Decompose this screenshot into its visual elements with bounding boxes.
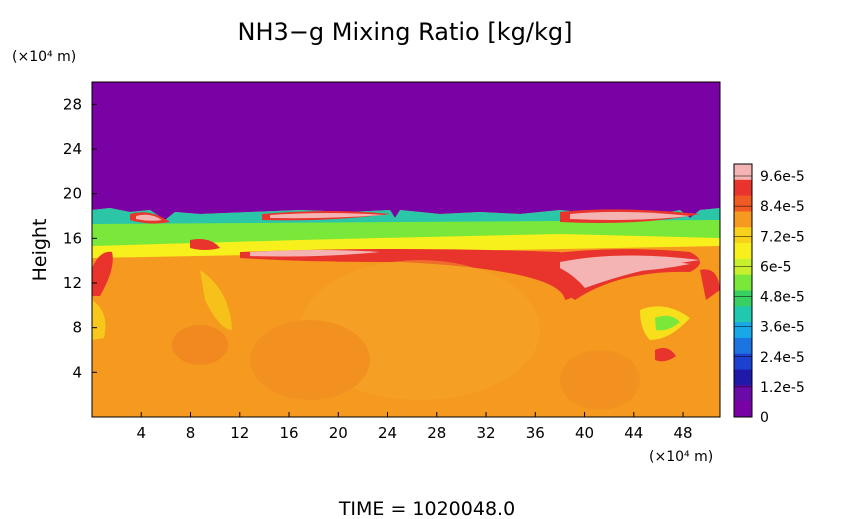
- time-label: TIME = 1020048.0: [338, 498, 515, 519]
- y-tick-label: 8: [72, 319, 82, 337]
- x-tick-label: 16: [279, 424, 298, 442]
- x-tick-label: 44: [624, 424, 643, 442]
- y-axis: 4 8 12 16 20 24 28: [63, 95, 97, 381]
- y-tick-label: 20: [63, 185, 82, 203]
- heatmap-plot: [91, 81, 721, 418]
- colorbar-swatch: [734, 385, 752, 402]
- y-tick-label: 24: [63, 140, 82, 158]
- colorbar-swatch: [734, 227, 752, 244]
- x-unit-label: (×10⁴ m): [649, 449, 713, 465]
- x-tick-label: 8: [186, 424, 196, 442]
- colorbar-swatch: [734, 243, 752, 260]
- x-tick-label: 36: [526, 424, 545, 442]
- y-tick-label: 4: [72, 363, 82, 381]
- x-tick-label: 40: [575, 424, 594, 442]
- x-tick-label: 48: [674, 424, 693, 442]
- y-tick-label: 16: [63, 229, 82, 247]
- colorbar-swatch: [734, 306, 752, 323]
- colorbar-swatch: [734, 164, 752, 181]
- colorbar-swatch: [734, 401, 752, 418]
- colorbar-swatch: [734, 322, 752, 339]
- colorbar: 9.6e-5 8.4e-5 7.2e-5 6e-5 4.8e-5 3.6e-5 2.4e-5…: [733, 163, 805, 426]
- upper-region: [92, 82, 720, 220]
- colorbar-swatch: [734, 369, 752, 386]
- chart-title: NH3−g Mixing Ratio [kg/kg]: [238, 18, 573, 46]
- x-tick-label: 28: [427, 424, 446, 442]
- colorbar-label: 0: [760, 410, 769, 426]
- x-axis: 4 8 12 16 20 24 28 32 36 40 44 48: [136, 412, 693, 442]
- colorbar-label: 9.6e-5: [760, 169, 805, 185]
- green-band: [92, 220, 720, 248]
- plot-frame: [91, 81, 721, 418]
- colorbar-label: 2.4e-5: [760, 350, 805, 366]
- y-tick-label: 12: [63, 274, 82, 292]
- x-tick-label: 24: [378, 424, 397, 442]
- colorbar-swatch: [734, 258, 752, 276]
- y-axis-title: Height: [29, 219, 51, 282]
- colorbar-swatch: [734, 353, 752, 371]
- colorbar-label: 8.4e-5: [760, 199, 805, 215]
- x-tick-label: 20: [329, 424, 348, 442]
- colorbar-label: 1.2e-5: [760, 380, 805, 396]
- colorbar-swatch: [734, 195, 752, 212]
- y-tick-label: 28: [63, 95, 82, 113]
- colorbar-label: 3.6e-5: [760, 320, 805, 336]
- colorbar-swatch: [734, 274, 752, 291]
- x-tick-label: 12: [230, 424, 249, 442]
- lower-field-shading: [172, 260, 640, 410]
- x-tick-label: 32: [476, 424, 495, 442]
- x-tick-label: 4: [136, 424, 146, 442]
- colorbar-label: 6e-5: [760, 259, 791, 275]
- colorbar-swatch: [734, 211, 752, 228]
- colorbar-label: 4.8e-5: [760, 290, 805, 306]
- colorbar-label: 7.2e-5: [760, 229, 805, 245]
- y-unit-label: (×10⁴ m): [12, 49, 76, 65]
- colorbar-swatch: [734, 337, 752, 355]
- colorbar-swatch: [734, 179, 752, 197]
- filaments: [92, 209, 720, 362]
- colorbar-swatch: [734, 290, 752, 307]
